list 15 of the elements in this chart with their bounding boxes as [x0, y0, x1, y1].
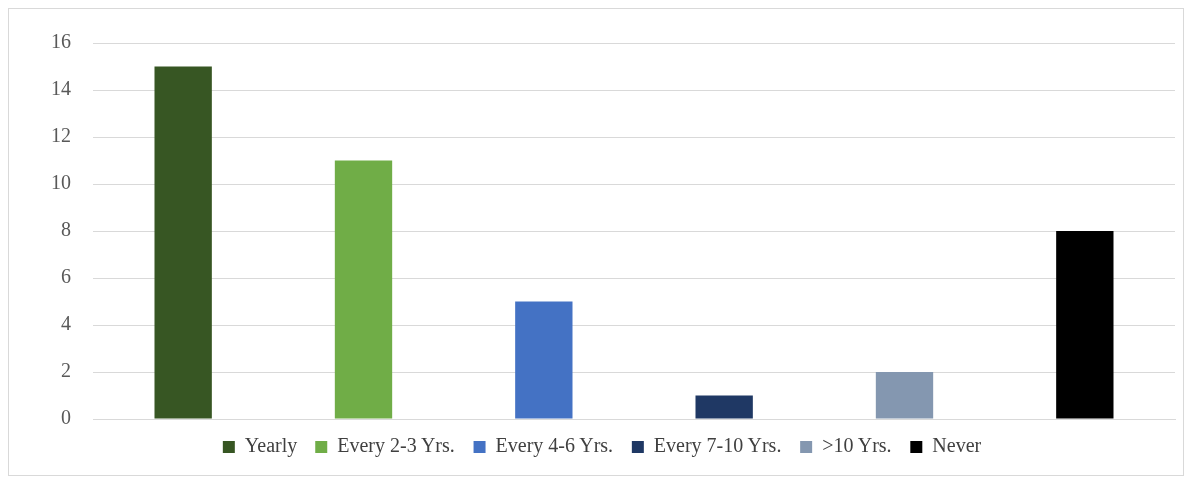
legend-label: Yearly [244, 434, 298, 458]
y-tick-label: 2 [61, 359, 71, 382]
y-tick-label: 8 [61, 218, 71, 241]
y-tick-label: 4 [61, 312, 71, 335]
y-tick-label: 0 [61, 406, 71, 429]
y-tick-label: 14 [51, 77, 71, 100]
legend-label: Every 2-3 Yrs. [337, 434, 455, 458]
y-tick-label: 10 [51, 171, 71, 194]
legend-label: Every 4-6 Yrs. [495, 434, 614, 458]
y-tick-label: 16 [51, 30, 71, 53]
y-tick-label: 12 [51, 124, 71, 147]
y-tick-label: 6 [61, 265, 71, 288]
legend-label: Never [932, 434, 982, 457]
legend-label: Every 7-10 Yrs. [653, 434, 782, 458]
legend-label: >10 Yrs. [822, 434, 892, 457]
